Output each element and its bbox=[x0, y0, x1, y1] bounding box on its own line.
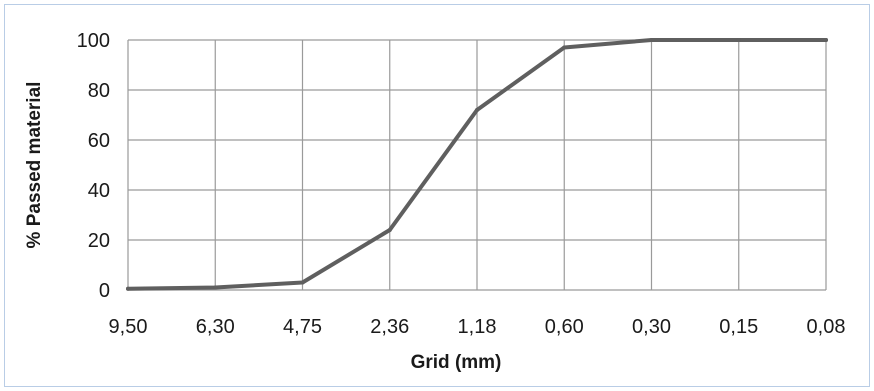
data-point bbox=[562, 45, 567, 50]
data-point bbox=[387, 228, 392, 232]
data-point bbox=[649, 38, 654, 42]
data-point bbox=[736, 38, 741, 42]
y-tick-label: 0 bbox=[99, 280, 110, 302]
x-tick-label: 6,30 bbox=[196, 316, 235, 338]
x-tick-labels: 9,50 6,30 4,75 2,36 1,18 0,60 0,30 0,15 0,08 bbox=[109, 316, 846, 338]
data-point bbox=[213, 285, 218, 290]
x-tick-label: 0,60 bbox=[545, 316, 584, 338]
x-tick-label: 9,50 bbox=[109, 316, 148, 338]
data-point bbox=[300, 280, 305, 285]
y-tick-label: 80 bbox=[88, 80, 110, 102]
x-tick-label: 4,75 bbox=[283, 316, 322, 338]
y-tick-label: 20 bbox=[88, 230, 110, 252]
data-point bbox=[824, 38, 828, 42]
x-tick-label: 1,18 bbox=[458, 316, 497, 338]
x-tick-label: 2,36 bbox=[370, 316, 409, 338]
data-point bbox=[475, 108, 479, 112]
y-axis-title: % Passed material bbox=[24, 82, 45, 249]
y-tick-label: 60 bbox=[88, 130, 110, 152]
series-group bbox=[126, 38, 828, 291]
data-point bbox=[126, 286, 130, 291]
x-tick-label: 0,30 bbox=[632, 316, 671, 338]
y-tick-label: 100 bbox=[77, 30, 110, 52]
y-tick-labels: 0 20 40 60 80 100 bbox=[77, 30, 110, 302]
x-tick-label: 0,08 bbox=[807, 316, 846, 338]
x-axis-title: Grid (mm) bbox=[411, 352, 502, 373]
x-tick-label: 0,15 bbox=[719, 316, 758, 338]
y-tick-label: 40 bbox=[88, 180, 110, 202]
gridlines bbox=[127, 39, 827, 291]
chart-frame bbox=[4, 4, 870, 387]
